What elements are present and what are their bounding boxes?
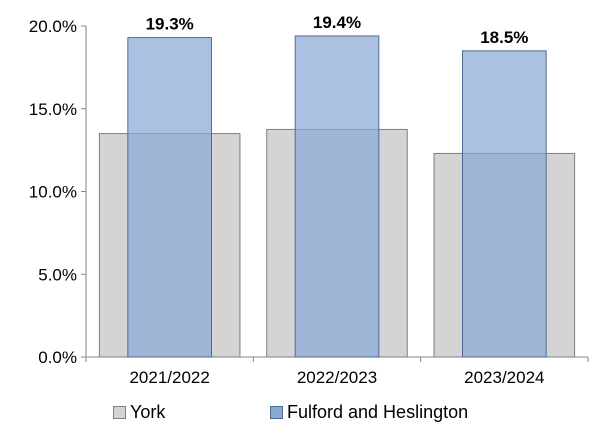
bar-fulford [294,35,380,358]
bar-chart: 0.0% 5.0% 10.0% 15.0% 20.0% 2021/2022 2022/20… [29,13,589,387]
legend-swatch-york [113,406,126,419]
x-tick-label: 2022/2023 [297,368,377,387]
y-tick-label: 10.0% [29,183,77,202]
legend-label-york: York [130,402,166,422]
data-labels: 19.3% 19.4% 18.5% [146,13,529,47]
x-tick-label: 2021/2022 [129,368,209,387]
y-tick-label: 5.0% [38,265,77,284]
y-axis: 0.0% 5.0% 10.0% 15.0% 20.0% [29,17,87,367]
data-label: 19.3% [146,15,194,34]
fulford-series [127,35,547,358]
data-label: 19.4% [313,13,361,32]
data-label: 18.5% [480,28,528,47]
bar-fulford [127,37,212,358]
legend-label-fulford: Fulford and Heslington [287,402,469,422]
y-tick-label: 15.0% [29,100,77,119]
y-tick-label: 0.0% [38,348,77,367]
x-axis: 2021/2022 2022/2023 2023/2024 [85,356,589,387]
legend-item-fulford: Fulford and Heslington [270,402,468,423]
legend-swatch-fulford [270,406,283,419]
bar-fulford [462,50,547,358]
y-tick-label: 20.0% [29,17,77,36]
legend-item-york: York [113,402,165,423]
legend: York Fulford and Heslington [0,400,591,426]
x-tick-label: 2023/2024 [464,368,544,387]
